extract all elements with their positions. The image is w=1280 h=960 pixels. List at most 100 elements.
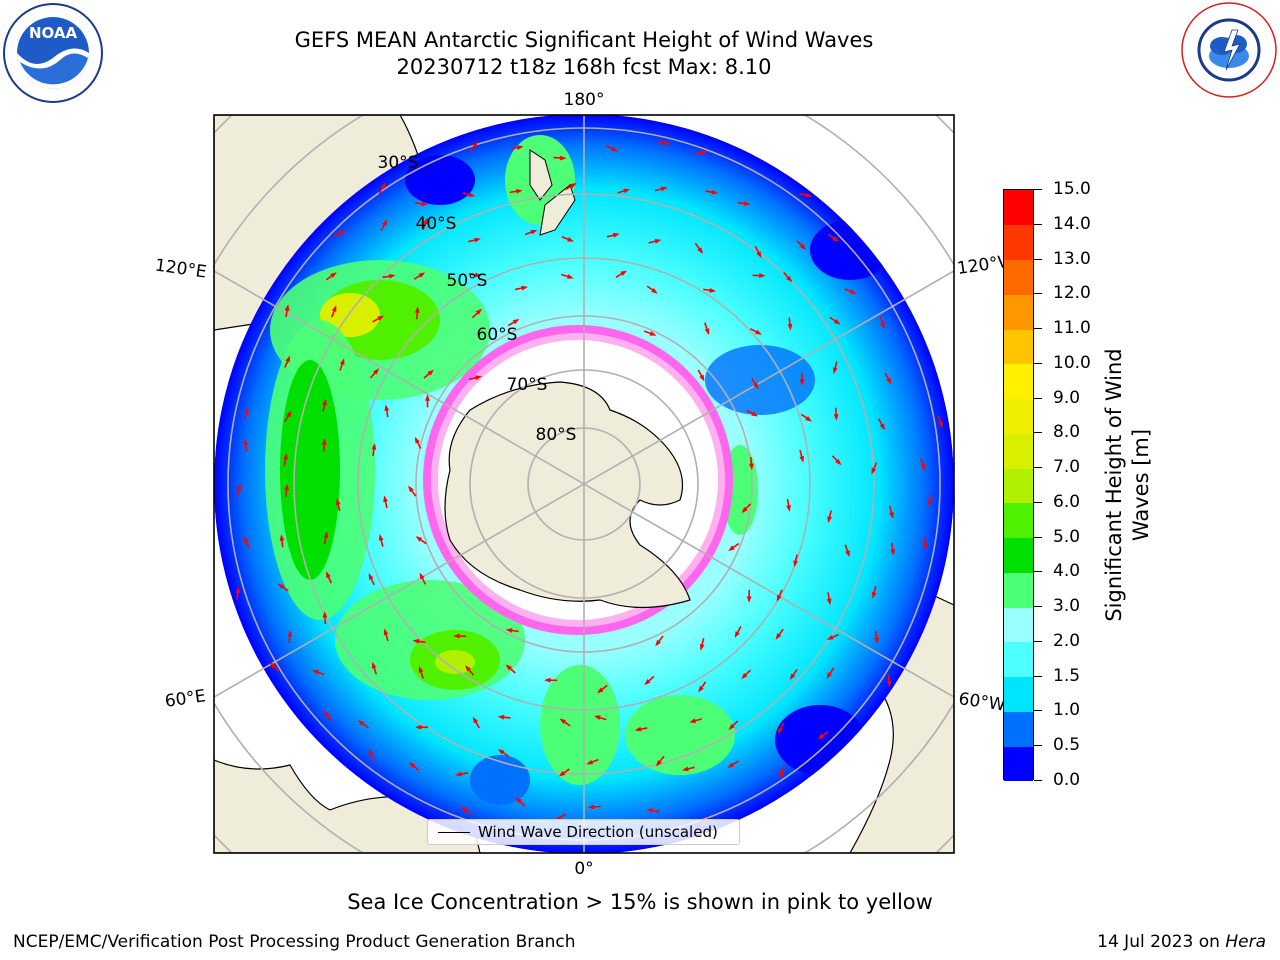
wind-arrow-head — [871, 591, 877, 599]
colorbar-tick-label: 10.0 — [1053, 352, 1091, 373]
wind-arrow-head — [743, 201, 751, 206]
colorbar-segment — [1004, 572, 1033, 608]
wind-arrow-head — [597, 687, 604, 694]
wind-arrow-head — [322, 611, 328, 618]
wind-arrow-head — [357, 720, 365, 726]
lat-label-30s: 30°S — [378, 153, 419, 173]
wind-arrow-head — [515, 797, 522, 804]
wind-arrow-head — [922, 543, 928, 551]
colorbar-segment — [1004, 746, 1033, 782]
wind-arrow-head — [879, 423, 885, 431]
wind-arrow-head — [371, 443, 377, 450]
wind-arrow-head — [698, 685, 704, 693]
wind-arrow-head — [699, 374, 705, 382]
wind-arrow-head — [826, 635, 834, 640]
wind-arrow-head — [756, 251, 762, 259]
colorbar-tick-label: 5.0 — [1053, 526, 1081, 547]
wind-arrow-head — [741, 506, 748, 514]
colorbar-tick — [1034, 223, 1042, 225]
colorbar-tick — [1034, 328, 1042, 330]
wind-arrow-head — [388, 273, 396, 279]
colorbar-title: Significant Height of Wind Waves [m] — [1101, 305, 1155, 665]
wind-arrow-head — [414, 306, 420, 313]
wind-arrow-head — [465, 665, 471, 672]
wind-arrow-head — [453, 633, 460, 639]
colorbar-title-line1: Significant Height of Wind — [1102, 348, 1126, 622]
noaa-logo: NOAA — [3, 3, 103, 103]
colorbar-tick-label: 2.0 — [1053, 630, 1081, 651]
lat-label-60s: 60°S — [477, 325, 518, 345]
meridian-label-left-upper: 120°E — [154, 256, 208, 283]
wind-arrow-head — [322, 398, 327, 406]
wind-arrow-head — [938, 421, 943, 429]
wind-arrow-head — [776, 594, 782, 602]
wind-arrow-head — [786, 505, 791, 512]
wind-arrow-head — [874, 637, 879, 644]
lat-label-40s: 40°S — [416, 214, 457, 234]
wind-arrow-head — [472, 141, 479, 148]
wind-arrow-head — [512, 319, 520, 325]
wind-arrow-head — [833, 318, 841, 325]
wind-arrow-head — [521, 285, 528, 291]
wind-arrow-head — [567, 237, 574, 242]
footer-date: 14 Jul 2023 on Hera — [1097, 932, 1266, 952]
wind-arrow-head — [277, 583, 285, 590]
wind-arrow-head — [927, 500, 932, 507]
wind-arrow-head — [330, 272, 337, 278]
wind-arrow-head — [612, 232, 620, 238]
wind-arrow-head — [287, 630, 293, 637]
wind-arrow-head — [415, 536, 423, 542]
wind-arrow-head — [269, 662, 276, 669]
wind-arrow-head — [235, 586, 241, 594]
wind-arrow-head — [649, 331, 657, 336]
colorbar-tick — [1034, 536, 1042, 538]
wind-arrow-head — [759, 273, 766, 278]
wind-arrow-head — [751, 411, 759, 417]
colorbar-tick-label: 15.0 — [1053, 179, 1091, 199]
wind-arrow-head — [681, 766, 689, 772]
wind-arrow-head — [741, 672, 748, 680]
colorbar-tick — [1034, 710, 1042, 712]
lat-label-50s: 50°S — [447, 271, 488, 291]
legend-line-symbol — [438, 832, 470, 833]
wind-arrow-head — [699, 644, 705, 651]
colorbar-segment — [1004, 329, 1033, 365]
wind-arrow-head — [244, 536, 249, 544]
wind-arrow-head — [427, 369, 434, 376]
wind-arrow-head — [728, 545, 735, 552]
map-legend: Wind Wave Direction (unscaled) — [427, 819, 740, 845]
wind-arrow-head — [749, 463, 754, 471]
colorbar-title-line2: Waves [m] — [1129, 428, 1153, 542]
wind-arrow-head — [418, 272, 426, 278]
colorbar-segment — [1004, 537, 1033, 573]
colorbar — [1003, 189, 1034, 782]
wind-arrow-head — [544, 677, 551, 683]
wind-arrow-head — [728, 723, 735, 730]
wind-arrow-head — [236, 484, 241, 491]
wind-arrow-head — [279, 534, 285, 541]
colorbar-tick-label: 6.0 — [1053, 491, 1081, 512]
wind-arrow-head — [886, 680, 892, 688]
wind-arrow-head — [586, 759, 594, 765]
wind-arrow-head — [515, 188, 523, 194]
wind-arrow-head — [530, 229, 538, 235]
wind-arrow-head — [593, 715, 601, 720]
colorbar-segment — [1004, 641, 1033, 678]
wind-arrow-head — [460, 806, 468, 813]
wind-arrow-head — [421, 201, 428, 207]
wind-arrow-head — [335, 498, 341, 506]
wind-arrow-head — [620, 270, 628, 276]
wind-arrow-head — [382, 219, 388, 226]
colorbar-tick-label: 4.0 — [1053, 561, 1081, 582]
wind-arrow-head — [654, 238, 662, 244]
footer-date-text: 14 Jul 2023 on — [1097, 932, 1226, 952]
wind-arrow-head — [475, 375, 482, 381]
wind-arrow-head — [339, 358, 345, 366]
wind-arrow-head — [455, 771, 462, 777]
wind-arrow-head — [753, 382, 759, 390]
wind-arrow-head — [651, 287, 658, 294]
wind-arrow-head — [383, 495, 388, 503]
wind-arrow-head — [920, 463, 926, 471]
colorbar-segment — [1004, 607, 1033, 643]
